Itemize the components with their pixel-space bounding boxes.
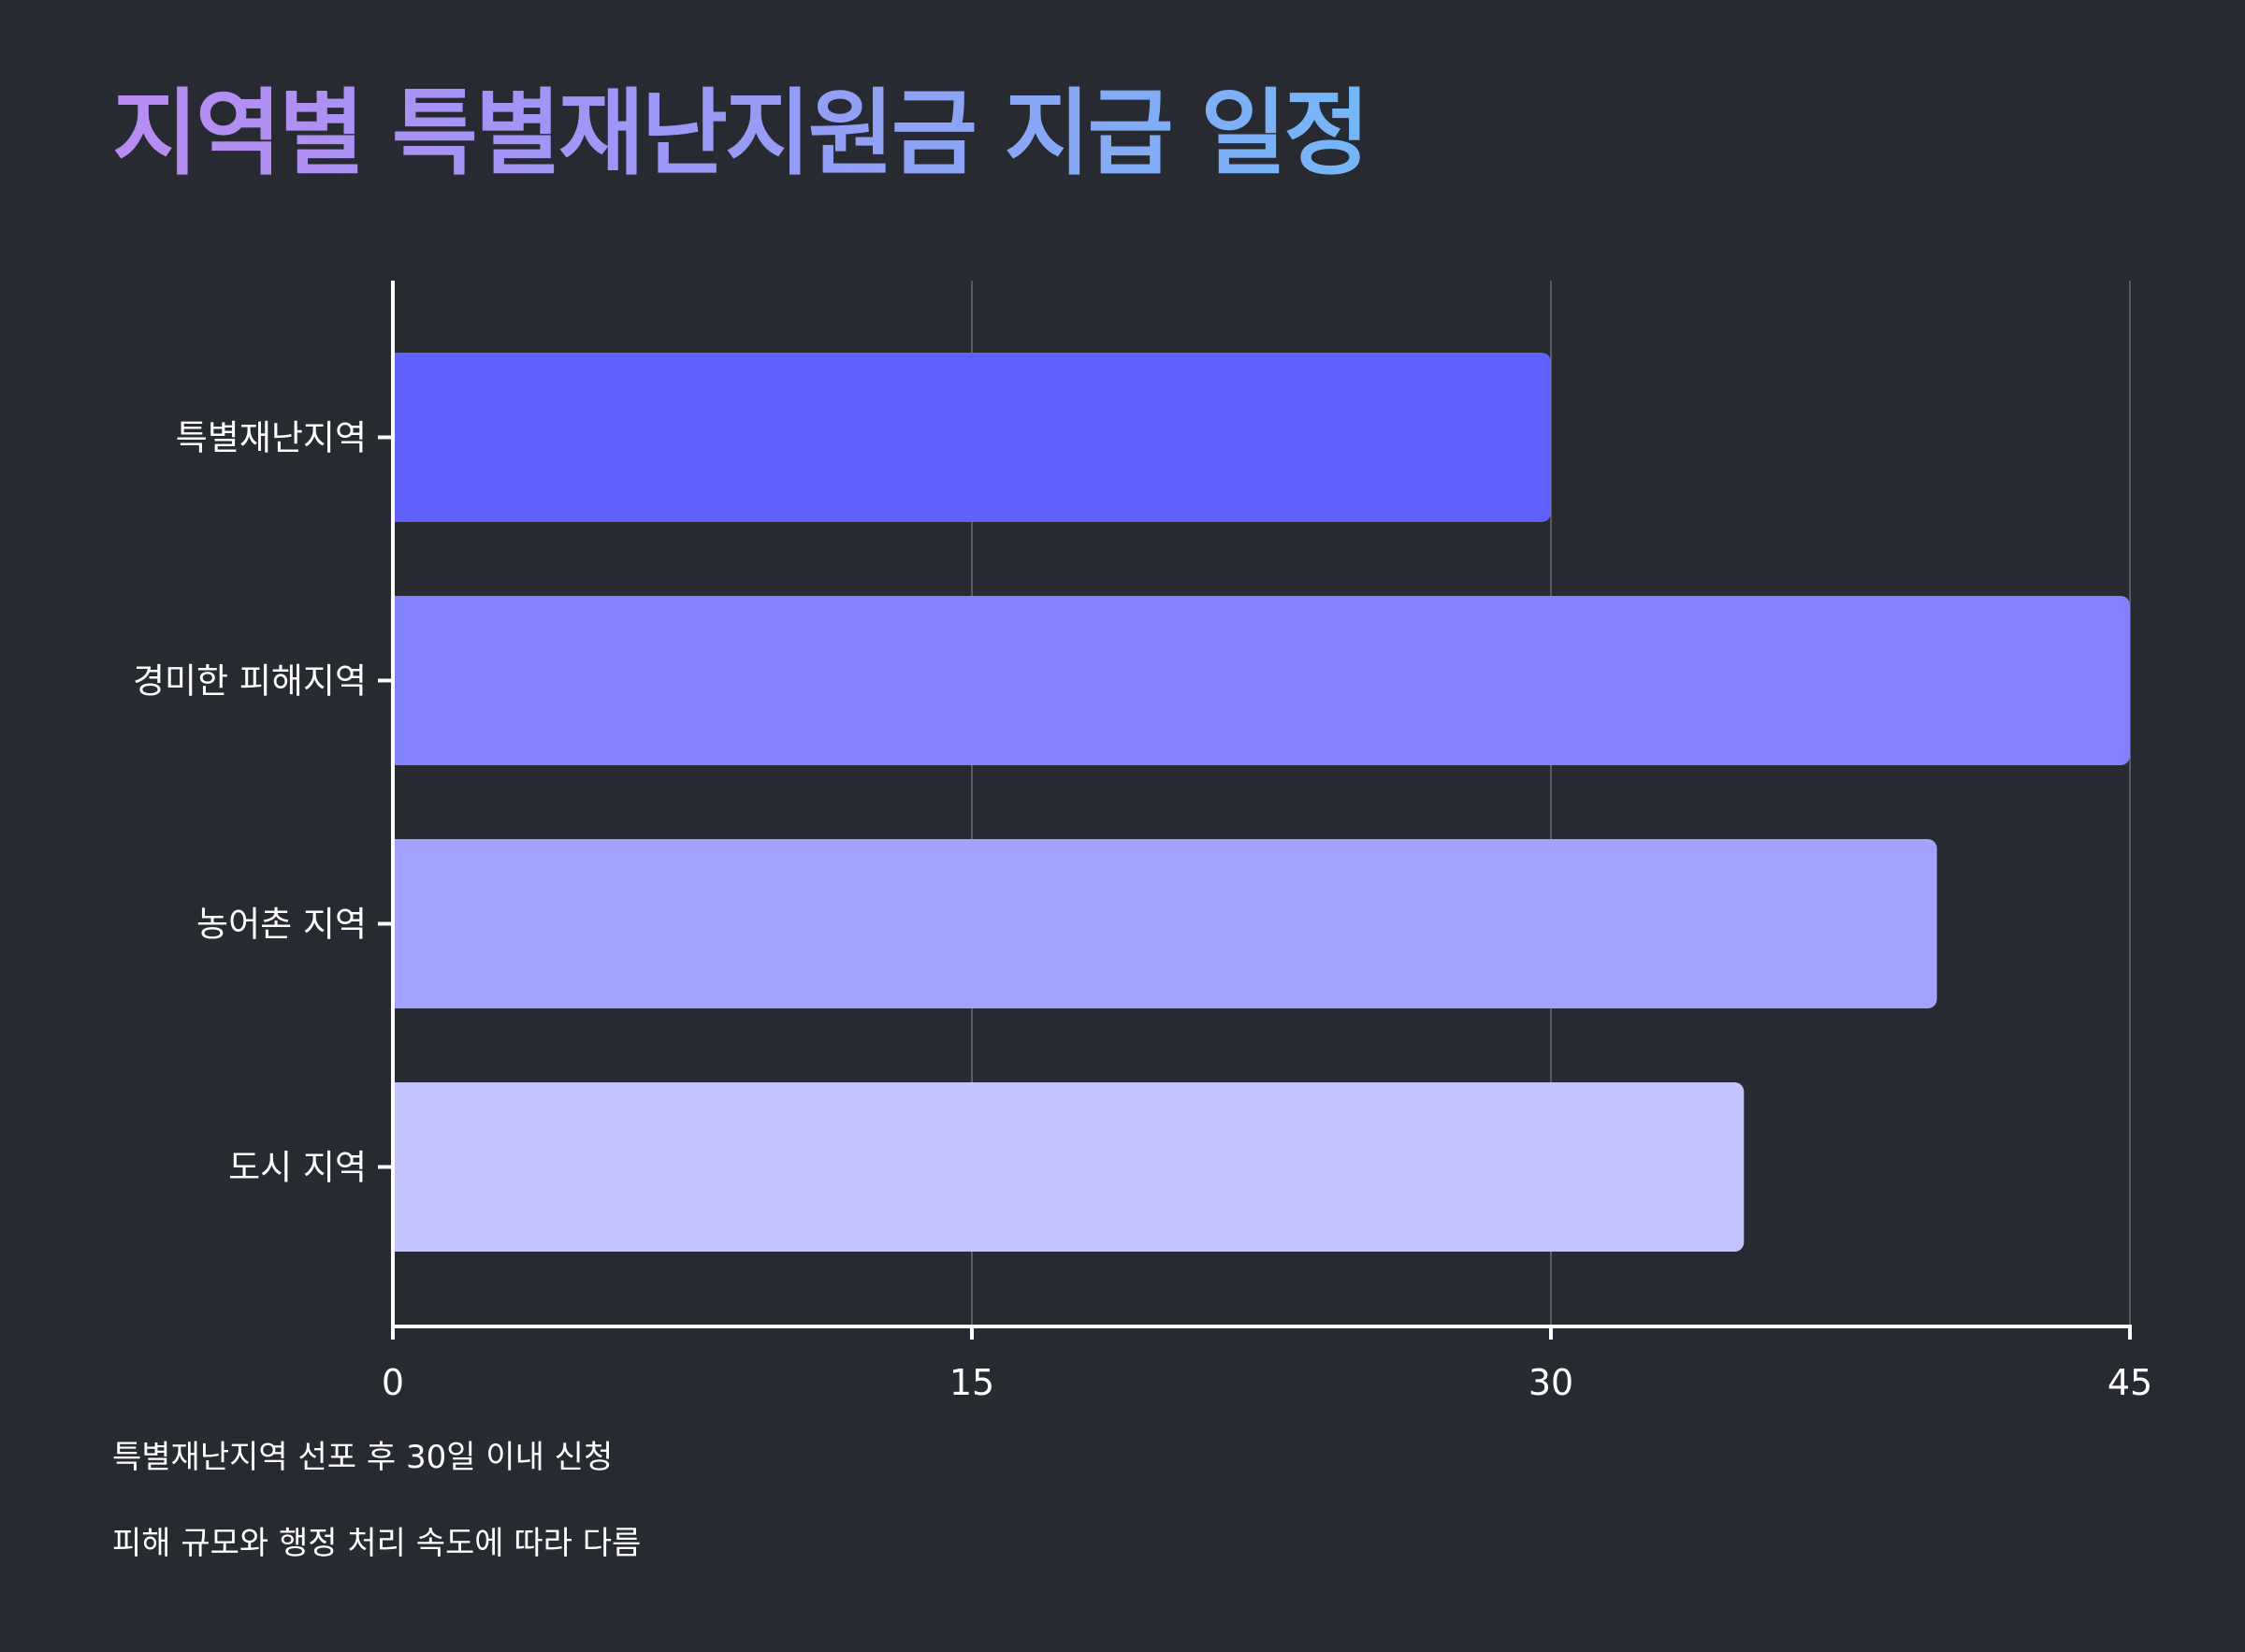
bar-shape-left [395,839,413,1008]
bars [395,353,2130,1252]
bar [395,353,1551,522]
bar [395,1082,1745,1252]
bar-shape-left [395,353,413,522]
footnote-2: 피해 규모와 행정 처리 속도에 따라 다름 [112,1525,642,1562]
bar [395,839,1937,1008]
y-category-label: 농어촌 지역 [196,905,367,945]
footnote-1: 특별재난지역 선포 후 30일 이내 신청 [112,1439,614,1476]
y-category-label: 도시 지역 [228,1148,367,1188]
bar-shape [395,1082,1745,1252]
bar-shape [395,839,1937,1008]
x-tick-label: 30 [1528,1362,1573,1403]
axes [378,281,2132,1340]
bar [395,596,2130,765]
x-tick-label: 0 [382,1362,404,1403]
x-tick-label: 15 [949,1362,994,1403]
bar-shape-left [395,596,413,765]
bar-shape [395,353,1551,522]
y-category-label: 경미한 피해지역 [133,661,367,702]
y-category-label: 특별재난지역 [176,418,367,458]
chart-title: 지역별 특별재난지원금 지급 일정 [112,79,1369,188]
x-tick-label: 45 [2107,1362,2152,1403]
bar-shape [395,596,2130,765]
bar-shape-left [395,1082,413,1252]
